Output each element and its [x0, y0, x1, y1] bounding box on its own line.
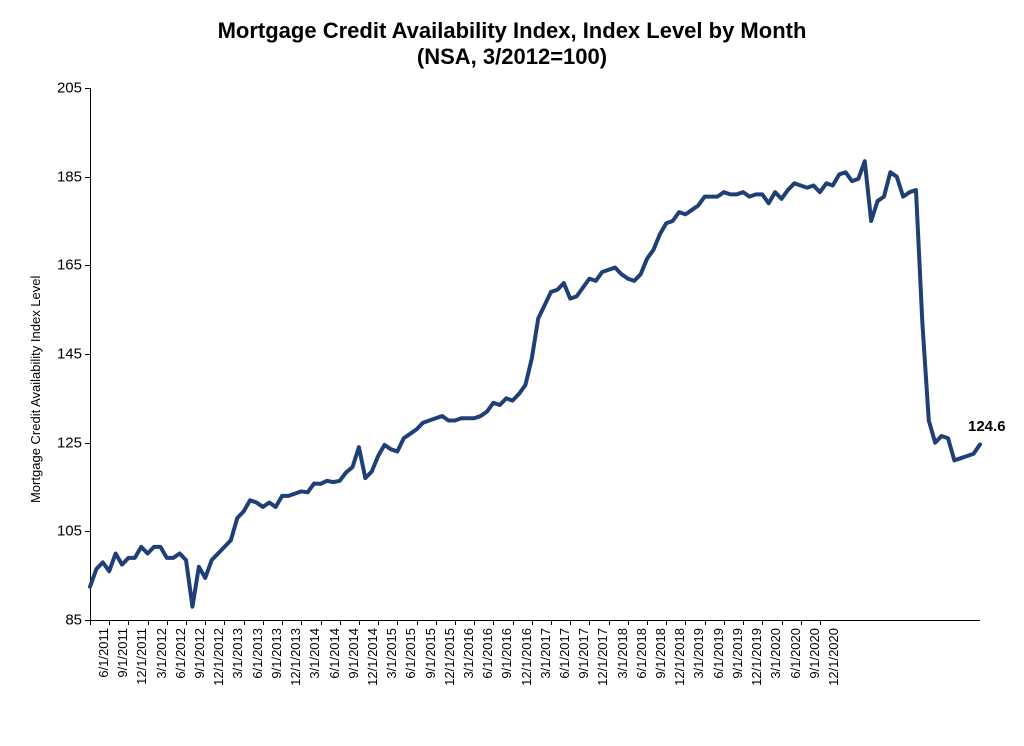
x-tick-mark — [782, 620, 783, 625]
x-tick-label: 3/1/2014 — [307, 628, 322, 692]
x-tick-label: 12/1/2020 — [826, 628, 841, 692]
x-tick-label: 3/1/2015 — [384, 628, 399, 692]
x-tick-label: 12/1/2019 — [749, 628, 764, 692]
x-tick-mark — [321, 620, 322, 625]
y-axis-label: Mortgage Credit Availability Index Level — [28, 276, 43, 503]
x-tick-label: 3/1/2018 — [615, 628, 630, 692]
y-tick-mark — [85, 443, 90, 444]
x-tick-label: 9/1/2011 — [115, 628, 130, 692]
x-tick-label: 3/1/2013 — [230, 628, 245, 692]
x-tick-mark — [743, 620, 744, 625]
x-tick-label: 6/1/2013 — [250, 628, 265, 692]
y-tick-label: 165 — [48, 257, 82, 274]
x-tick-label: 3/1/2017 — [538, 628, 553, 692]
y-tick-label: 185 — [48, 168, 82, 185]
x-tick-mark — [628, 620, 629, 625]
y-tick-mark — [85, 177, 90, 178]
x-tick-mark — [436, 620, 437, 625]
index-line — [90, 161, 980, 607]
x-tick-label: 6/1/2020 — [788, 628, 803, 692]
x-tick-mark — [282, 620, 283, 625]
x-tick-label: 9/1/2013 — [269, 628, 284, 692]
x-tick-label: 3/1/2012 — [154, 628, 169, 692]
chart-title-line1: Mortgage Credit Availability Index, Inde… — [0, 0, 1024, 44]
y-tick-mark — [85, 265, 90, 266]
x-tick-label: 12/1/2017 — [595, 628, 610, 692]
x-tick-label: 9/1/2012 — [192, 628, 207, 692]
x-tick-mark — [705, 620, 706, 625]
x-tick-label: 12/1/2016 — [519, 628, 534, 692]
x-tick-label: 9/1/2014 — [346, 628, 361, 692]
x-tick-mark — [493, 620, 494, 625]
x-tick-label: 6/1/2011 — [96, 628, 111, 692]
y-tick-mark — [85, 531, 90, 532]
x-tick-mark — [378, 620, 379, 625]
x-tick-label: 6/1/2017 — [557, 628, 572, 692]
x-tick-mark — [551, 620, 552, 625]
x-tick-label: 12/1/2014 — [365, 628, 380, 692]
x-tick-mark — [128, 620, 129, 625]
plot-area — [90, 88, 980, 620]
x-tick-mark — [762, 620, 763, 625]
x-tick-mark — [609, 620, 610, 625]
chart-title-line2: (NSA, 3/2012=100) — [0, 44, 1024, 70]
x-tick-mark — [647, 620, 648, 625]
x-tick-mark — [532, 620, 533, 625]
x-tick-mark — [148, 620, 149, 625]
x-tick-label: 6/1/2014 — [327, 628, 342, 692]
x-tick-mark — [186, 620, 187, 625]
x-tick-label: 6/1/2018 — [634, 628, 649, 692]
x-tick-mark — [359, 620, 360, 625]
x-tick-label: 9/1/2015 — [423, 628, 438, 692]
x-tick-label: 3/1/2020 — [768, 628, 783, 692]
x-tick-label: 12/1/2011 — [134, 628, 149, 692]
x-tick-label: 9/1/2020 — [807, 628, 822, 692]
x-tick-mark — [570, 620, 571, 625]
x-tick-label: 12/1/2015 — [442, 628, 457, 692]
y-tick-label: 105 — [48, 523, 82, 540]
y-tick-label: 205 — [48, 80, 82, 97]
x-tick-label: 12/1/2013 — [288, 628, 303, 692]
y-tick-label: 125 — [48, 434, 82, 451]
x-tick-mark — [167, 620, 168, 625]
x-tick-mark — [455, 620, 456, 625]
x-tick-mark — [301, 620, 302, 625]
x-tick-mark — [397, 620, 398, 625]
x-tick-mark — [666, 620, 667, 625]
x-tick-mark — [205, 620, 206, 625]
y-tick-label: 145 — [48, 346, 82, 363]
x-tick-label: 12/1/2012 — [211, 628, 226, 692]
x-tick-label: 12/1/2018 — [672, 628, 687, 692]
x-tick-mark — [724, 620, 725, 625]
x-tick-label: 9/1/2019 — [730, 628, 745, 692]
chart-container: Mortgage Credit Availability Index, Inde… — [0, 0, 1024, 746]
x-tick-mark — [340, 620, 341, 625]
endpoint-value-label: 124.6 — [968, 418, 1006, 435]
y-tick-mark — [85, 88, 90, 89]
y-tick-mark — [85, 354, 90, 355]
x-tick-mark — [820, 620, 821, 625]
x-tick-label: 6/1/2016 — [480, 628, 495, 692]
x-tick-mark — [474, 620, 475, 625]
x-tick-mark — [109, 620, 110, 625]
x-tick-mark — [90, 620, 91, 625]
x-tick-label: 9/1/2017 — [576, 628, 591, 692]
x-tick-label: 3/1/2019 — [691, 628, 706, 692]
x-tick-mark — [244, 620, 245, 625]
x-tick-label: 3/1/2016 — [461, 628, 476, 692]
x-tick-label: 6/1/2015 — [403, 628, 418, 692]
x-tick-mark — [801, 620, 802, 625]
x-tick-mark — [513, 620, 514, 625]
x-tick-mark — [224, 620, 225, 625]
line-series — [90, 88, 980, 620]
x-tick-label: 9/1/2016 — [499, 628, 514, 692]
y-tick-label: 85 — [48, 612, 82, 629]
x-tick-label: 6/1/2012 — [173, 628, 188, 692]
x-tick-mark — [589, 620, 590, 625]
x-tick-mark — [417, 620, 418, 625]
x-tick-mark — [685, 620, 686, 625]
x-tick-label: 6/1/2019 — [711, 628, 726, 692]
x-tick-mark — [263, 620, 264, 625]
x-tick-label: 9/1/2018 — [653, 628, 668, 692]
